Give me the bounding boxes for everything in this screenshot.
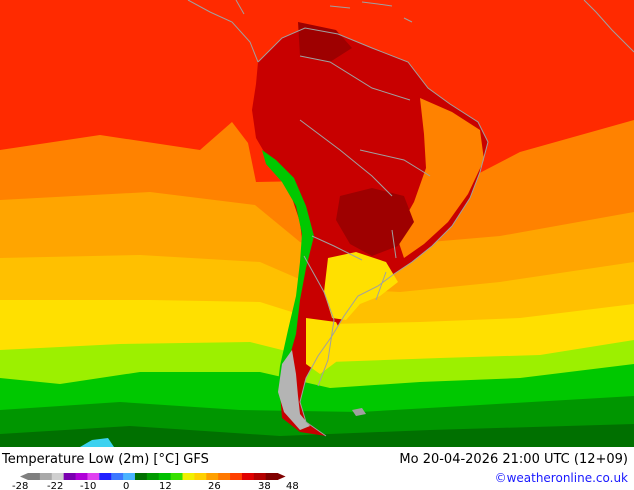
cyan-patch — [80, 438, 114, 447]
eastern-orange-land — [396, 98, 484, 258]
map-title: Temperature Low (2m) [°C] GFS — [2, 452, 209, 467]
interior-maroon-zone — [336, 188, 414, 256]
legend-arrow-left — [20, 473, 28, 480]
central-america-outline — [187, 0, 259, 63]
legend-swatch — [182, 473, 195, 480]
chile-green-strip — [262, 150, 314, 400]
legend-swatch — [75, 473, 88, 480]
legend-swatch — [230, 473, 243, 480]
deep-green-band — [0, 424, 634, 447]
legend-swatch — [87, 473, 100, 480]
legend-arrow-right — [277, 473, 286, 480]
valid-time: Mo 20-04-2026 21:00 UTC (12+09) — [399, 452, 628, 467]
legend-swatch — [146, 473, 160, 480]
legend-swatch — [63, 473, 77, 480]
legend-tick-label: -10 — [80, 481, 96, 490]
legend-swatch — [158, 473, 172, 480]
credit-link[interactable]: ©weatheronline.co.uk — [494, 471, 628, 485]
legend-swatch — [99, 473, 112, 480]
legend-swatch — [206, 473, 219, 480]
temperature-map — [0, 0, 634, 447]
legend-tick-label: -28 — [12, 481, 28, 490]
legend-swatch — [28, 473, 41, 480]
info-bar: Temperature Low (2m) [°C] GFS Mo 20-04-2… — [0, 447, 634, 490]
legend-tick-label: -22 — [47, 481, 63, 490]
country-borders — [257, 27, 489, 437]
legend-swatch — [253, 473, 267, 480]
legend-swatch — [218, 473, 231, 480]
africa-corner-outline — [583, 0, 634, 53]
legend-tick-label: 0 — [123, 481, 129, 490]
northwest-maroon-zone — [298, 22, 352, 62]
andes-grey-strip — [278, 350, 310, 430]
legend-swatch — [39, 473, 53, 480]
legend-swatch — [265, 473, 279, 480]
legend-swatch — [241, 473, 255, 480]
legend-tick-label: 48 — [286, 481, 299, 490]
color-legend: -28 -22 -10 0 12 26 38 48 — [12, 473, 299, 490]
legend-swatch — [170, 473, 184, 480]
legend-tick-label: 26 — [208, 481, 221, 490]
legend-swatch — [123, 473, 136, 480]
legend-tick-label: 12 — [159, 481, 172, 490]
pampas-yellow-land — [324, 252, 398, 320]
legend-swatch — [134, 473, 148, 480]
legend-swatch — [194, 473, 207, 480]
legend-swatch — [51, 473, 65, 480]
legend-swatch — [111, 473, 124, 480]
falkland-islands — [352, 408, 366, 416]
legend-tick-label: 38 — [258, 481, 271, 490]
caribbean-islands — [329, 1, 413, 23]
